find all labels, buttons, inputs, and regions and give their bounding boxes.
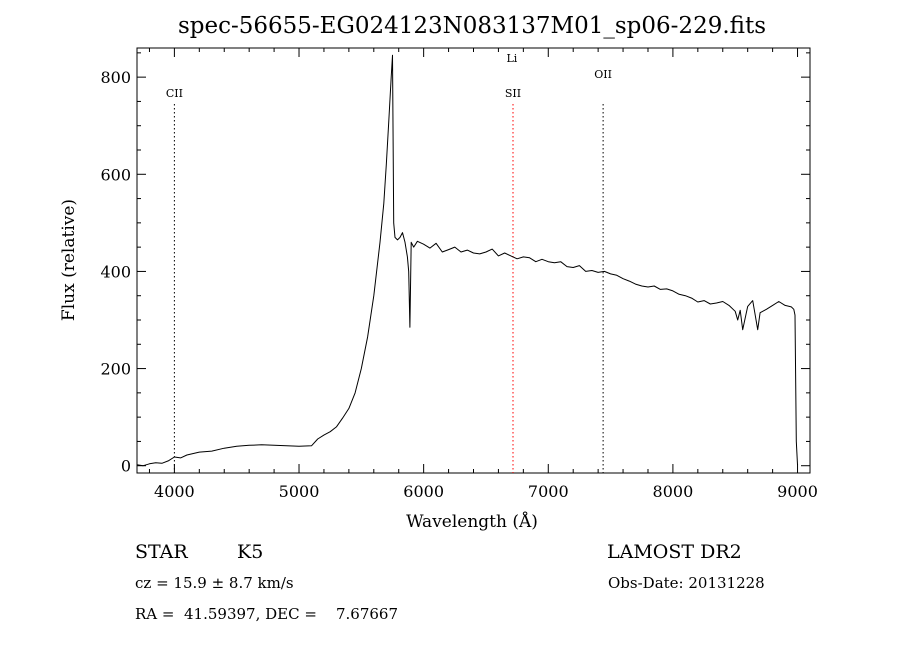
y-tick-label: 400 xyxy=(100,262,131,281)
x-axis: 4000 5000 6000 7000 8000 9000 xyxy=(148,48,818,501)
y-tick-label: 200 xyxy=(100,360,131,379)
star-label: STAR xyxy=(135,541,188,563)
y-tick-label: 0 xyxy=(121,457,131,476)
class-label: K5 xyxy=(237,541,263,563)
plot-area: 4000 5000 6000 7000 8000 9000 0 200 400 600 800 C… xyxy=(100,47,818,501)
cz-text: cz = 15.9 ± 8.7 km/s xyxy=(135,574,294,592)
y-tick-label: 600 xyxy=(100,165,131,184)
x-tick-label: 5000 xyxy=(279,482,320,501)
coords-text: RA = 41.59397, DEC = 7.67667 xyxy=(135,605,398,623)
x-axis-label: Wavelength (Å) xyxy=(406,511,538,532)
plot-frame xyxy=(136,47,811,474)
x-tick-label: 6000 xyxy=(403,482,444,501)
line-label-oii: OII xyxy=(594,68,612,81)
x-tick-label: 4000 xyxy=(154,482,195,501)
y-axis-label: Flux (relative) xyxy=(59,199,79,321)
line-markers: CII SII Li OII xyxy=(166,52,612,473)
obs-date-text: Obs-Date: 20131228 xyxy=(608,574,765,592)
x-tick-label: 8000 xyxy=(653,482,694,501)
line-label-li: Li xyxy=(506,52,517,65)
x-tick-label: 7000 xyxy=(528,482,569,501)
survey-label: LAMOST DR2 xyxy=(607,541,742,563)
y-tick-label: 800 xyxy=(100,68,131,87)
series-group xyxy=(136,54,798,467)
spectrum-line xyxy=(136,54,798,467)
chart-title: spec-56655-EG024123N083137M01_sp06-229.f… xyxy=(178,13,766,39)
line-label-sii: SII xyxy=(505,87,521,100)
x-tick-label: 9000 xyxy=(777,482,818,501)
line-label-cii: CII xyxy=(166,87,183,100)
y-axis: 0 200 400 600 800 xyxy=(100,52,810,476)
